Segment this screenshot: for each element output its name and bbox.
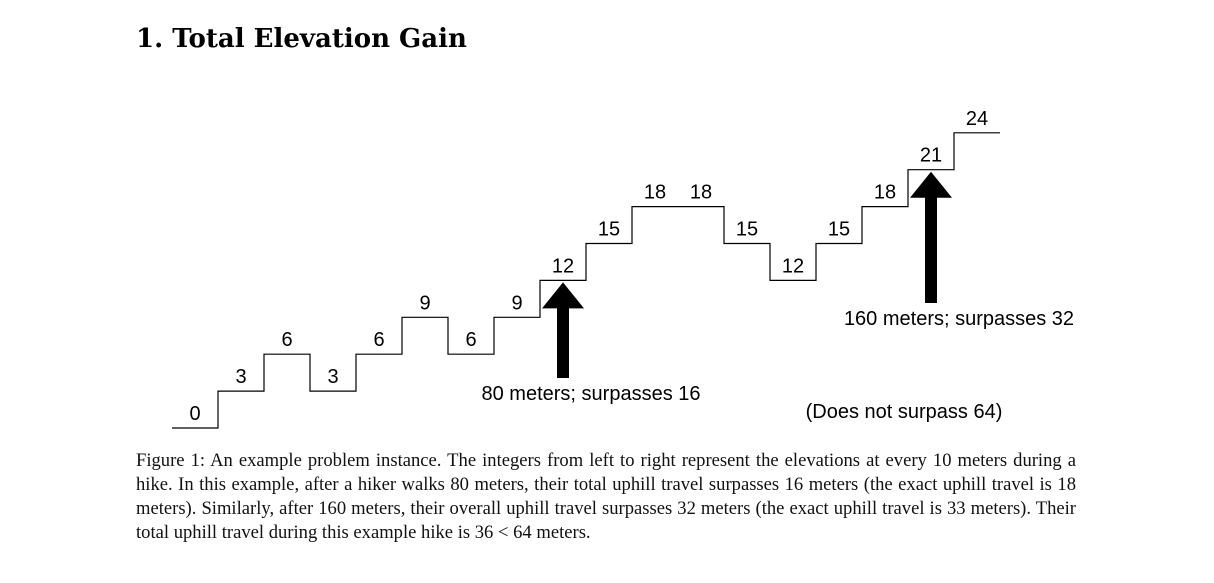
elevation-label: 0 bbox=[189, 403, 200, 425]
elevation-label: 15 bbox=[828, 219, 850, 241]
elevation-label: 18 bbox=[874, 182, 896, 204]
section-title: 1. Total Elevation Gain bbox=[136, 24, 467, 54]
elevation-profile-line bbox=[172, 132, 1000, 429]
elevation-label: 6 bbox=[281, 329, 292, 351]
elevation-label: 6 bbox=[373, 329, 384, 351]
elevation-label: 15 bbox=[598, 219, 620, 241]
up-arrow-icon bbox=[910, 171, 952, 303]
elevation-label: 12 bbox=[552, 255, 574, 277]
elevation-label: 9 bbox=[419, 292, 430, 314]
elevation-label: 9 bbox=[511, 292, 522, 314]
figure-caption: Figure 1: An example problem instance. T… bbox=[136, 450, 1076, 543]
elevation-staircase-diagram: 0 3 6 3 6 9 6 9 12 15 18 18 15 12 15 18 21 24 80 meters; … bbox=[172, 108, 1074, 429]
elevation-label: 12 bbox=[782, 255, 804, 277]
elevation-label: 24 bbox=[966, 108, 988, 130]
elevation-label: 3 bbox=[235, 366, 246, 388]
elevation-label: 21 bbox=[920, 145, 942, 167]
elevation-label: 18 bbox=[644, 182, 666, 204]
elevation-label: 3 bbox=[327, 366, 338, 388]
does-not-surpass-note: (Does not surpass 64) bbox=[806, 401, 1003, 423]
marker-label: 160 meters; surpasses 32 bbox=[844, 308, 1074, 330]
elevation-label: 6 bbox=[465, 329, 476, 351]
marker-label: 80 meters; surpasses 16 bbox=[482, 383, 701, 405]
elevation-label: 15 bbox=[736, 219, 758, 241]
elevation-label: 18 bbox=[690, 182, 712, 204]
up-arrow-icon bbox=[542, 282, 584, 378]
